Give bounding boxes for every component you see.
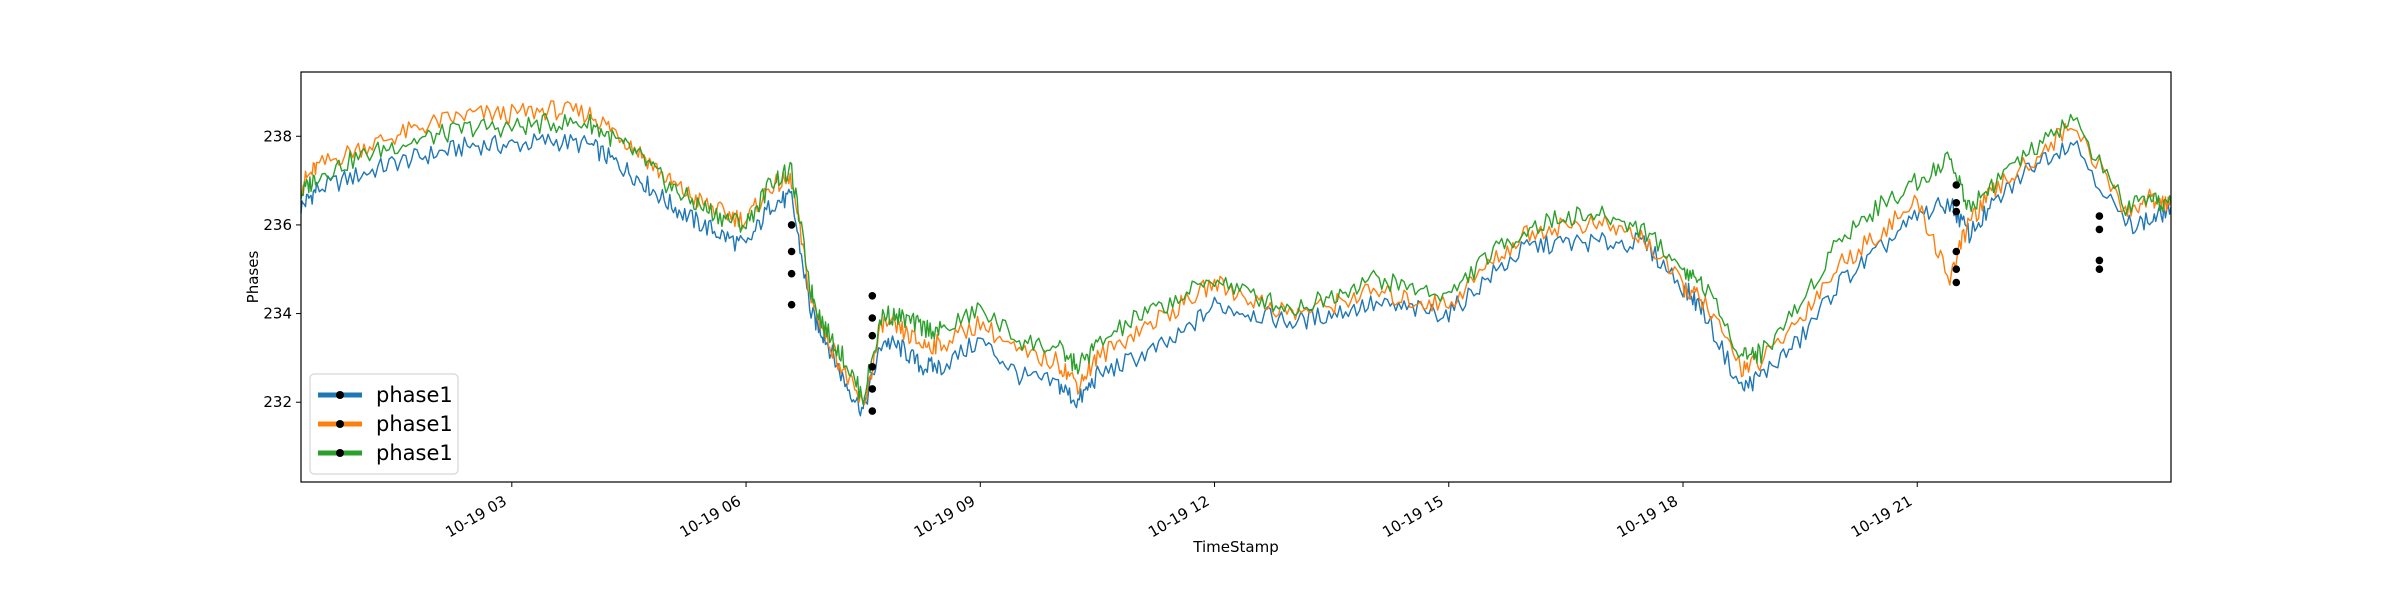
y-tick-label: 232 [263,393,292,411]
data-marker [1952,207,1961,216]
x-axis-label: TimeStamp [1192,538,1278,556]
data-marker [868,385,877,393]
data-marker [868,292,877,300]
axes-background [301,72,2171,482]
data-marker [868,331,877,340]
data-marker [2095,265,2104,274]
marker-layer [787,181,2104,415]
legend-swatch-marker [336,449,344,457]
data-marker [787,221,796,229]
legend-box [309,373,459,475]
y-tick-label: 234 [263,305,292,323]
legend-label: phase1 [376,441,453,465]
plot-area [300,71,2172,483]
data-marker [868,363,877,371]
legend-item: phase1 [318,412,453,436]
data-marker [2095,256,2104,265]
axes-frame [300,71,2172,483]
legend-label: phase1 [376,383,453,407]
data-marker [787,300,796,309]
series-line-3 [300,112,2172,406]
legend-label: phase1 [376,412,453,436]
data-marker [787,247,796,256]
data-marker [1952,199,1961,207]
data-marker [1952,181,1961,189]
data-marker [868,314,877,322]
data-marker [787,269,796,278]
data-marker [1952,265,1961,274]
data-marker [868,407,877,415]
data-marker [1952,247,1961,256]
series-line-1 [300,133,2172,417]
legend-item: phase1 [318,441,453,465]
legend: phase1 phase1 phase1 [309,373,459,475]
y-tick-label: 236 [263,216,292,234]
y-axis-label: Phases [244,251,262,304]
series-layer [300,100,2172,417]
y-axis: 232 234 236 238 [263,127,301,411]
data-marker [1952,278,1961,287]
legend-swatch-marker [336,391,344,399]
legend-swatch-marker [336,420,344,428]
legend-item: phase1 [318,383,453,407]
y-tick-label: 238 [263,127,292,145]
series-line-2 [300,100,2172,405]
data-marker [2095,225,2104,234]
data-marker [2095,212,2104,220]
